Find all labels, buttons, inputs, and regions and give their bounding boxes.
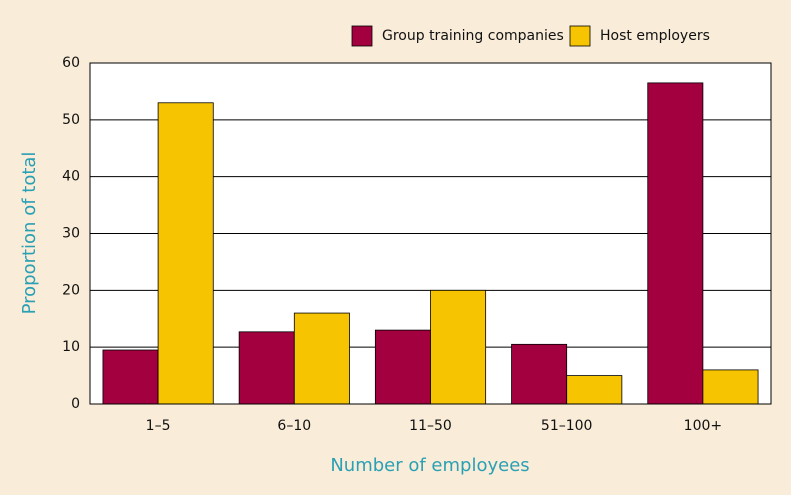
y-tick-label: 40: [62, 169, 80, 185]
y-tick-label: 30: [62, 226, 80, 242]
legend-label: Host employers: [600, 28, 710, 44]
bar: [566, 375, 623, 405]
x-tick-label: 100+: [684, 418, 722, 434]
y-tick-label: 50: [62, 112, 80, 128]
y-axis-title: Proportion of total: [19, 152, 40, 315]
bar: [293, 312, 350, 405]
legend-swatch: [569, 25, 591, 47]
legend-swatch: [351, 25, 373, 47]
bar: [702, 369, 759, 405]
y-tick-label: 60: [62, 55, 80, 71]
y-tick-label: 10: [62, 339, 80, 355]
bar: [102, 349, 159, 405]
plot-frame: [89, 62, 772, 405]
bar: [238, 331, 295, 405]
legend-label: Group training companies: [382, 28, 564, 44]
x-axis-title: Number of employees: [330, 455, 529, 476]
x-tick-label: 1–5: [146, 418, 171, 434]
y-tick-label: 0: [71, 396, 80, 412]
y-tick-label: 20: [62, 282, 80, 298]
x-tick-label: 51–100: [541, 418, 593, 434]
bar: [157, 102, 214, 405]
bar: [647, 82, 704, 405]
bar: [430, 289, 487, 405]
x-tick-label: 6–10: [277, 418, 311, 434]
bar: [511, 343, 568, 405]
bar: [374, 329, 431, 405]
x-tick-label: 11–50: [409, 418, 452, 434]
